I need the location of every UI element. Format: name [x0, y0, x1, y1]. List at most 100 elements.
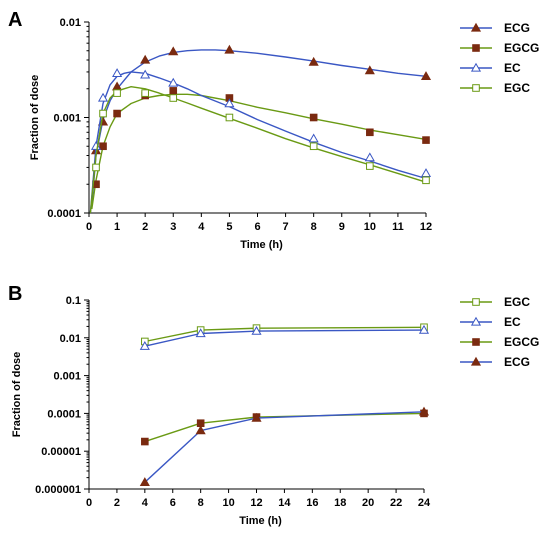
data-point-ec — [97, 92, 109, 102]
data-point-ec — [418, 324, 430, 334]
legend-label-ecg: ECG — [504, 21, 530, 35]
data-point-egcg — [141, 437, 149, 446]
data-point-ecg — [139, 477, 150, 486]
legend-marker-ecg — [470, 356, 482, 366]
legend-label-ec: EC — [504, 315, 521, 329]
y-tick-label: 0.00001 — [41, 446, 81, 458]
data-point-egcg — [309, 113, 318, 122]
x-axis-label: Time (h) — [240, 239, 283, 251]
y-tick-label: 0.01 — [60, 333, 81, 345]
data-point-ecg — [195, 425, 206, 435]
legend-marker-egcg — [472, 44, 480, 52]
series-line-egcg — [91, 93, 427, 210]
data-point-ec — [168, 77, 179, 87]
y-tick-label: 0.001 — [53, 371, 81, 383]
y-tick-label: 0.01 — [60, 17, 81, 29]
x-tick-label: 0 — [86, 221, 92, 233]
data-point-ec — [140, 69, 151, 79]
x-tick-label: 3 — [170, 221, 176, 233]
series-line-egc — [144, 326, 425, 343]
x-tick-label: 1 — [114, 221, 120, 233]
legend-label-ecg: ECG — [504, 355, 530, 369]
x-tick-label: 12 — [420, 221, 432, 233]
x-tick-label: 20 — [362, 497, 374, 509]
data-point-ecg — [224, 44, 235, 54]
data-point-egc — [113, 89, 121, 97]
data-point-ecg — [418, 406, 430, 416]
data-point-ecg — [420, 71, 432, 80]
data-point-egcg — [113, 109, 121, 118]
legend-marker-egcg — [472, 338, 480, 346]
panel-b: B0 2 4 6 8 10 12 14 16 18 20 22 240.0000010.000010.0… — [8, 283, 539, 527]
data-point-ecg — [168, 46, 179, 56]
legend-label-ec: EC — [504, 61, 521, 75]
x-tick-label: 4 — [198, 221, 205, 233]
x-tick-label: 16 — [306, 497, 318, 509]
data-point-egcg — [366, 128, 374, 137]
data-point-egc — [225, 113, 234, 122]
x-tick-label: 7 — [283, 221, 289, 233]
data-point-ecg — [251, 412, 262, 422]
data-point-ec — [308, 133, 319, 143]
x-tick-label: 24 — [418, 497, 431, 509]
data-point-egc — [309, 142, 318, 151]
data-point-ec — [251, 325, 262, 335]
x-tick-label: 5 — [226, 221, 232, 233]
x-tick-label: 14 — [278, 497, 291, 509]
data-point-ecg — [140, 54, 151, 64]
series-line-ec — [144, 329, 425, 347]
y-tick-label: 0.0001 — [47, 408, 81, 420]
y-axis-label: Fraction of dose — [11, 352, 23, 438]
x-tick-label: 12 — [250, 497, 262, 509]
data-point-egcg — [99, 142, 107, 151]
x-tick-label: 0 — [86, 497, 92, 509]
series-line-ec — [89, 71, 427, 214]
panel-letter: A — [8, 9, 22, 31]
x-tick-label: 10 — [364, 221, 376, 233]
data-point-ec — [420, 168, 432, 178]
series-line-ecg — [91, 49, 427, 206]
series-line-ecg — [144, 411, 425, 483]
legend-label-egc: EGC — [504, 81, 530, 95]
x-tick-label: 6 — [170, 497, 176, 509]
data-point-ecg — [364, 65, 375, 75]
legend-marker-ecg — [470, 22, 482, 32]
legend-marker-ec — [470, 316, 482, 326]
data-point-ec — [224, 98, 235, 108]
x-tick-label: 2 — [114, 497, 120, 509]
data-point-egc — [169, 94, 178, 102]
x-tick-label: 8 — [311, 221, 317, 233]
x-tick-label: 2 — [142, 221, 148, 233]
data-point-egc — [92, 163, 100, 172]
data-point-egcg — [422, 136, 430, 144]
x-axis-label: Time (h) — [239, 515, 282, 527]
y-tick-label: 0.0001 — [47, 208, 81, 220]
data-point-ec — [112, 68, 123, 77]
data-point-ecg — [308, 56, 319, 66]
legend-label-egcg: EGCG — [504, 41, 539, 55]
panel-letter: B — [8, 283, 22, 305]
data-point-egc — [366, 162, 374, 170]
data-point-ec — [139, 340, 150, 350]
x-tick-label: 9 — [339, 221, 345, 233]
x-tick-label: 22 — [390, 497, 402, 509]
data-point-ec — [195, 328, 206, 338]
x-tick-label: 6 — [254, 221, 260, 233]
x-tick-label: 11 — [392, 221, 404, 233]
legend-label-egcg: EGCG — [504, 335, 539, 349]
data-point-egc — [99, 109, 107, 118]
legend-marker-egc — [472, 84, 480, 92]
data-point-egc — [422, 176, 430, 185]
legend-marker-ec — [470, 62, 482, 72]
x-tick-label: 8 — [198, 497, 204, 509]
y-tick-label: 0.001 — [53, 113, 81, 125]
legend-label-egc: EGC — [504, 295, 530, 309]
y-tick-label: 0.1 — [66, 295, 81, 307]
data-point-ec — [364, 152, 375, 162]
x-tick-label: 4 — [142, 497, 149, 509]
y-axis-label: Fraction of dose — [29, 75, 41, 161]
data-point-egc — [141, 89, 149, 97]
x-tick-label: 18 — [334, 497, 346, 509]
